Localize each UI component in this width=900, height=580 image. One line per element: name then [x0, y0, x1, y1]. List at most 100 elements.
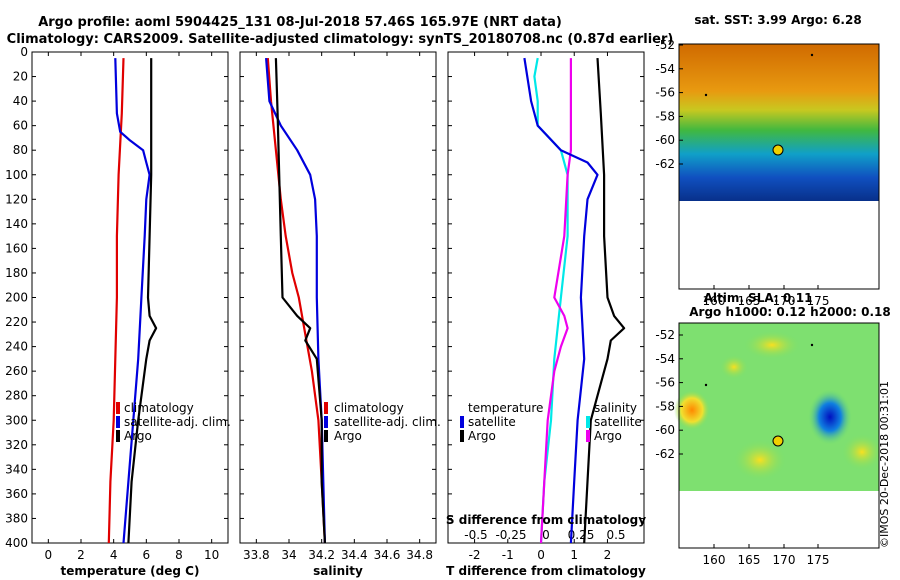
- legend-label-t-argo: Argo: [468, 429, 496, 443]
- series-line-temperature: [533, 57, 569, 544]
- sla-map-frame: [678, 322, 880, 549]
- sla-high-anomaly: [842, 434, 882, 470]
- temperature-xlabel: temperature (deg C): [61, 564, 200, 578]
- sst-map-axes: -52 -54 -56 -58 -60 -62 160 165 170 175: [655, 38, 829, 308]
- x-tick-label: -1: [502, 548, 514, 562]
- x-tick-label: 6: [143, 548, 151, 562]
- sla-no-data-area: [679, 491, 879, 548]
- sla-map-axes: -52 -54 -56 -58 -60 -62 160 165 170 175: [655, 328, 829, 567]
- y-tick-label: 180: [5, 266, 28, 280]
- series-line-climatology: [266, 58, 326, 544]
- difference-xlabel: T difference from climatology: [446, 564, 646, 578]
- x-tick-label: 2: [604, 548, 612, 562]
- series-line-satellite: [114, 58, 151, 544]
- y-tick-label: 220: [5, 315, 28, 329]
- y-tick-label: 280: [5, 389, 28, 403]
- lon-tick-label: 175: [807, 553, 830, 567]
- lat-tick-label: -62: [655, 447, 675, 461]
- salinity-legend: climatology satellite-adj. clim. Argo: [324, 401, 441, 443]
- salinity-panel: 33.8 34 34.2 34.4 34.6 34.8: [239, 51, 437, 562]
- y-tick-label: 80: [13, 143, 28, 157]
- sst-map: [678, 43, 880, 290]
- sla-high-anomaly: [744, 331, 800, 359]
- sla-high-anomaly: [734, 440, 786, 480]
- x-tick-label: 0: [537, 548, 545, 562]
- y-tick-label: 360: [5, 487, 28, 501]
- depth-tick-labels: 0 20 40 60 80 100 120 140 160 180 200 220 240 260 280 3…: [5, 45, 28, 550]
- x-tick-label: 10: [204, 548, 219, 562]
- temperature-legend: climatology satellite-adj. clim. Argo: [116, 401, 231, 443]
- legend-label-satellite: satellite-adj. clim.: [334, 415, 441, 429]
- s-diff-tick-label: 0.25: [568, 528, 595, 542]
- series-line-satellite: [523, 57, 599, 544]
- y-tick-label: 60: [13, 119, 28, 133]
- y-tick-label: 120: [5, 192, 28, 206]
- series-line-salinity: [539, 58, 573, 544]
- lat-tick-label: -60: [655, 423, 675, 437]
- series-line-argo: [274, 58, 326, 544]
- lat-tick-label: -52: [655, 38, 675, 52]
- difference-panel: -2 -1 0 1 2 -0.5 -0.25 0 0.25 0.5: [447, 51, 645, 562]
- sla-map-title-1: Altim. SLA: 0.11: [704, 291, 813, 305]
- legend-swatch-argo: [324, 430, 328, 442]
- legend-label-s-satellite: satellite: [594, 415, 642, 429]
- y-tick-label: 0: [20, 45, 28, 59]
- x-tick-label: 8: [175, 548, 183, 562]
- temperature-panel: 0 2 4 6 8 10: [31, 51, 229, 562]
- legend-label-climatology: climatology: [334, 401, 404, 415]
- x-tick-label: 33.8: [243, 548, 270, 562]
- y-tick-label: 400: [5, 536, 28, 550]
- footer-credit: ©IMOS 20-Dec-2018 00:31:01: [878, 381, 891, 548]
- lat-tick-label: -56: [655, 376, 675, 390]
- x-tick-label: 2: [77, 548, 85, 562]
- y-tick-label: 380: [5, 511, 28, 525]
- lat-tick-label: -52: [655, 328, 675, 342]
- x-tick-label: 0: [45, 548, 53, 562]
- lon-tick-label: 160: [703, 294, 726, 308]
- y-tick-label: 340: [5, 462, 28, 476]
- x-tick-label: -2: [469, 548, 481, 562]
- s-diff-tick-label: 0.5: [606, 528, 625, 542]
- x-tick-label: 34.2: [308, 548, 335, 562]
- legend-label-argo: Argo: [334, 429, 362, 443]
- s-diff-tick-label: 0: [542, 528, 550, 542]
- lat-tick-label: -62: [655, 157, 675, 171]
- y-tick-label: 240: [5, 340, 28, 354]
- legend-swatch-satellite: [116, 416, 120, 428]
- legend-swatch-s-satellite: [586, 416, 590, 428]
- lon-tick-label: 160: [703, 553, 726, 567]
- lon-tick-label: 175: [807, 294, 830, 308]
- sst-no-data-area: [679, 201, 879, 289]
- sla-argo-marker: [772, 435, 784, 447]
- lat-tick-label: -56: [655, 86, 675, 100]
- y-tick-label: 160: [5, 241, 28, 255]
- sla-map: [674, 322, 882, 549]
- header-line-1: Argo profile: aoml 5904425_131 08-Jul-20…: [38, 15, 562, 30]
- sla-island-dot: [810, 343, 814, 347]
- series-line-climatology: [107, 58, 125, 544]
- s-diff-tick-label: -0.25: [495, 528, 526, 542]
- sla-high-anomaly: [674, 390, 710, 430]
- s-diff-tick-label: -0.5: [464, 528, 487, 542]
- legend-swatch-climatology: [324, 402, 328, 414]
- sst-map-frame: [678, 43, 880, 290]
- y-tick-label: 40: [13, 94, 28, 108]
- sla-high-anomaly: [720, 355, 748, 379]
- lon-tick-label: 170: [773, 553, 796, 567]
- legend-swatch-t-satellite: [460, 416, 464, 428]
- x-tick-label: 34.8: [406, 548, 433, 562]
- y-tick-label: 20: [13, 70, 28, 84]
- legend-label-climatology: climatology: [124, 401, 194, 415]
- sla-low-anomaly: [808, 389, 852, 445]
- legend-swatch-s-argo: [586, 430, 590, 442]
- lat-tick-label: -54: [655, 62, 675, 76]
- x-tick-label: 1: [570, 548, 578, 562]
- legend-label-t-satellite: satellite: [468, 415, 516, 429]
- lat-tick-label: -60: [655, 133, 675, 147]
- plot-frame: [239, 51, 437, 544]
- legend-swatch-argo: [116, 430, 120, 442]
- lat-tick-label: -58: [655, 109, 675, 123]
- salinity-xlabel: salinity: [313, 564, 363, 578]
- y-tick-label: 320: [5, 438, 28, 452]
